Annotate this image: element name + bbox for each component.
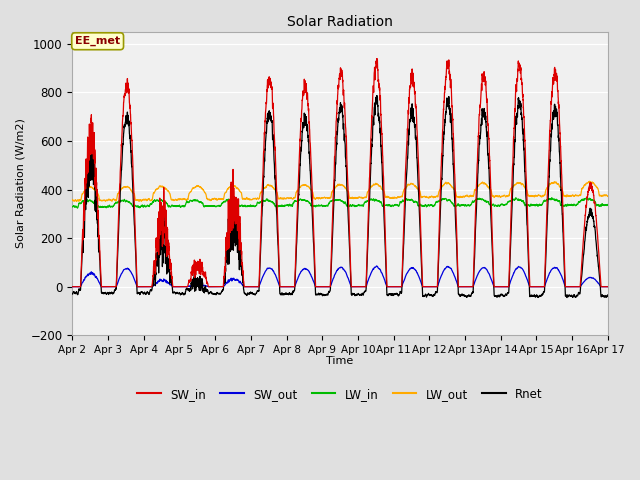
Y-axis label: Solar Radiation (W/m2): Solar Radiation (W/m2) [15, 119, 25, 248]
Text: EE_met: EE_met [75, 36, 120, 47]
Legend: SW_in, SW_out, LW_in, LW_out, Rnet: SW_in, SW_out, LW_in, LW_out, Rnet [132, 383, 548, 405]
X-axis label: Time: Time [326, 357, 354, 366]
Title: Solar Radiation: Solar Radiation [287, 15, 393, 29]
